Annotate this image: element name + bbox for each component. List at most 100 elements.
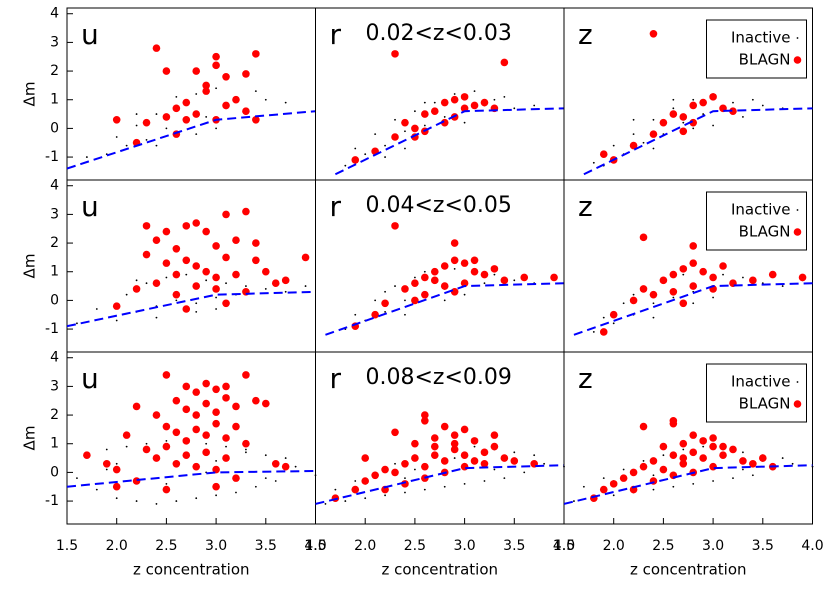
fit-line: [573, 282, 813, 336]
blagn-point: [759, 454, 767, 462]
inactive-point: [155, 144, 158, 147]
inactive-point: [195, 93, 198, 95]
blagn-point: [729, 107, 737, 115]
legend-swatch: [793, 228, 802, 236]
blagn-point: [212, 52, 220, 61]
inactive-point: [264, 477, 267, 480]
legend-swatch: [796, 209, 799, 211]
inactive-point: [135, 279, 138, 282]
inactive-point: [652, 302, 655, 305]
blagn-point: [639, 233, 648, 242]
blagn-point: [112, 465, 121, 474]
inactive-point: [284, 101, 287, 104]
legend-label: BLAGN: [739, 223, 791, 241]
inactive-point: [533, 104, 536, 107]
inactive-point: [215, 127, 218, 130]
panel-frame: [66, 7, 316, 181]
blagn-point: [729, 445, 737, 454]
blagn-point: [172, 270, 181, 279]
blagn-point: [480, 98, 489, 107]
blagn-point: [689, 431, 698, 439]
legend-box: [706, 19, 807, 79]
blagn-point: [411, 124, 419, 133]
y-tick-label: 2: [50, 235, 59, 251]
blagn-point: [242, 439, 250, 448]
inactive-point: [652, 474, 655, 477]
blagn-point: [112, 482, 121, 491]
inactive-point: [304, 285, 307, 287]
blagn-point: [679, 460, 688, 468]
blagn-point: [450, 439, 459, 448]
blagn-point: [411, 279, 419, 288]
inactive-point: [195, 310, 198, 313]
x-axis-label: z concentration: [630, 561, 747, 579]
blagn-point: [679, 265, 688, 273]
blagn-point: [421, 417, 429, 425]
inactive-point: [245, 448, 247, 451]
inactive-point: [781, 457, 784, 459]
inactive-point: [433, 101, 436, 104]
inactive-point: [632, 133, 635, 136]
y-tick-label: 1: [50, 264, 59, 280]
inactive-point: [195, 497, 198, 500]
y-axis-label: Δm: [21, 82, 39, 107]
blagn-point: [430, 434, 439, 442]
inactive-point: [632, 293, 635, 296]
blagn-point: [609, 480, 618, 488]
inactive-point: [712, 480, 714, 482]
blagn-point: [639, 462, 648, 471]
inactive-point: [205, 279, 208, 282]
legend-label: Inactive: [731, 201, 791, 219]
inactive-point: [284, 457, 287, 459]
blagn-point: [480, 270, 489, 279]
blagn-point: [689, 101, 698, 110]
blagn-point: [162, 259, 171, 267]
inactive-point: [513, 107, 516, 110]
y-tick-label: 0: [50, 464, 59, 480]
blagn-point: [490, 431, 499, 439]
inactive-point: [632, 118, 635, 121]
blagn-point: [719, 442, 727, 451]
blagn-point: [440, 98, 449, 107]
blagn-point: [749, 276, 757, 285]
inactive-point: [463, 293, 466, 296]
blagn-point: [232, 270, 240, 279]
inactive-point: [354, 313, 357, 316]
inactive-point: [503, 95, 506, 98]
blagn-point: [281, 462, 290, 471]
blagn-point: [232, 402, 240, 411]
blagn-point: [192, 411, 201, 419]
blagn-point: [659, 465, 668, 474]
blagn-point: [500, 454, 509, 462]
inactive-point: [384, 156, 386, 158]
inactive-point: [761, 104, 764, 107]
inactive-point: [612, 322, 615, 325]
blagn-point: [550, 273, 558, 282]
inactive-point: [215, 87, 218, 90]
blagn-point: [222, 101, 230, 110]
blagn-point: [192, 462, 201, 471]
blagn-point: [639, 285, 648, 293]
inactive-point: [503, 477, 506, 480]
fit-line: [583, 107, 813, 176]
inactive-point: [145, 138, 148, 141]
x-tick-label: 4.0: [553, 538, 575, 554]
blagn-point: [232, 474, 240, 482]
fit-line: [67, 110, 316, 170]
y-tick-label: 0: [50, 292, 59, 308]
blagn-point: [490, 265, 499, 273]
blagn-point: [182, 437, 191, 445]
blagn-point: [440, 457, 449, 465]
blagn-point: [262, 267, 270, 276]
blagn-point: [460, 259, 469, 267]
blagn-point: [162, 113, 171, 121]
blagn-point: [212, 242, 220, 250]
panel-frame: [66, 351, 316, 525]
blagn-point: [470, 267, 479, 276]
inactive-point: [135, 113, 138, 115]
x-tick-label: 4.0: [801, 538, 823, 554]
blagn-point: [391, 428, 399, 437]
blagn-point: [202, 87, 210, 95]
blagn-point: [401, 118, 409, 127]
